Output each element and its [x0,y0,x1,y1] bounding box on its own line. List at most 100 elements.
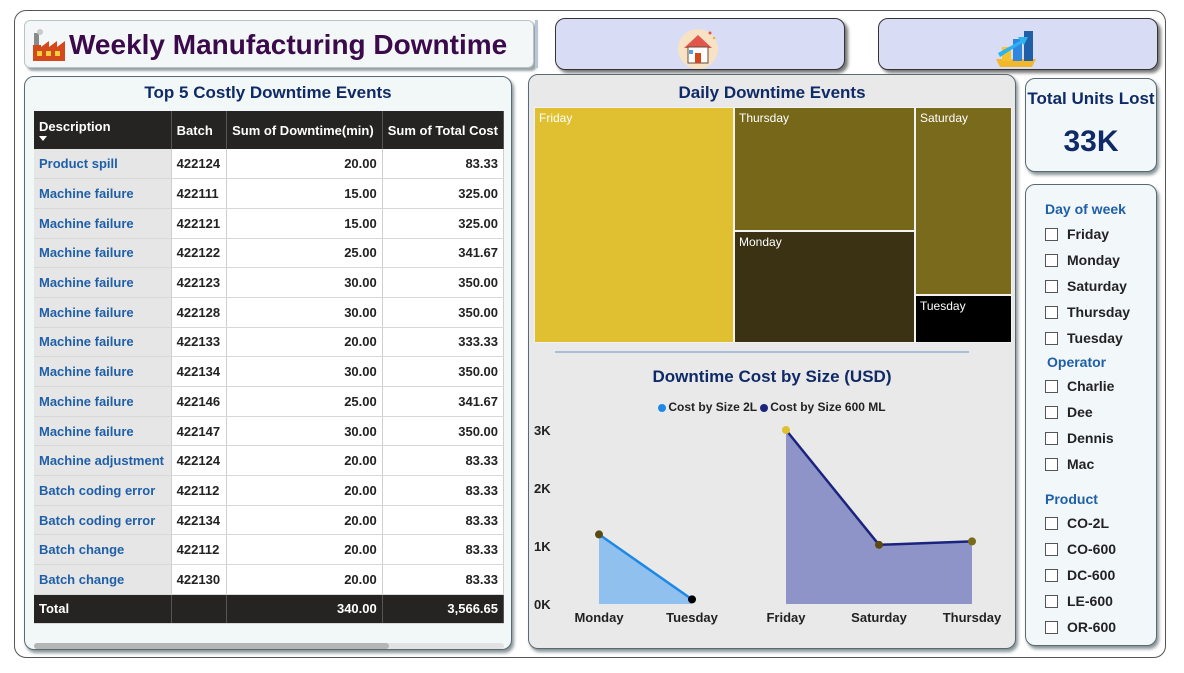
table-row[interactable]: Batch coding error 422112 20.00 83.33 [34,475,505,506]
slicer-option-tuesday[interactable]: Tuesday [1045,329,1123,347]
legend-item-2l[interactable]: Cost by Size 2L [658,400,757,414]
cell-description: Machine failure [34,386,172,417]
checkbox-icon[interactable] [1045,227,1058,241]
cell-total-cost: 350.00 [382,416,505,447]
slicer-option-charlie[interactable]: Charlie [1045,377,1114,395]
total-cost: 3,566.65 [382,594,505,624]
data-point[interactable] [782,426,790,434]
cell-downtime: 30.00 [226,297,383,328]
table-row[interactable]: Machine failure 422146 25.00 341.67 [34,386,505,417]
data-point[interactable] [968,537,976,546]
slicer-option-label: LE-600 [1067,593,1113,609]
checkbox-icon[interactable] [1045,568,1058,582]
checkbox-icon[interactable] [1045,305,1058,319]
slicer-option-thursday[interactable]: Thursday [1045,303,1130,321]
cell-batch: 422134 [171,356,228,387]
cell-total-cost: 83.33 [382,149,505,180]
slicer-option-dennis[interactable]: Dennis [1045,429,1114,447]
table-row[interactable]: Batch coding error 422134 20.00 83.33 [34,505,505,536]
checkbox-icon[interactable] [1045,379,1058,393]
data-point[interactable] [595,530,603,539]
slicer-option-or-600[interactable]: OR-600 [1045,618,1116,636]
slicer-option-le-600[interactable]: LE-600 [1045,592,1113,610]
table-row[interactable]: Batch change 422112 20.00 83.33 [34,534,505,566]
table-row[interactable]: Machine failure 422133 20.00 333.33 [34,327,505,358]
slicer-option-dee[interactable]: Dee [1045,403,1093,421]
checkbox-icon[interactable] [1045,331,1058,345]
y-tick-label: 0K [534,597,551,612]
slicer-option-co-2l[interactable]: CO-2L [1045,514,1109,532]
checkbox-icon[interactable] [1045,431,1058,445]
cell-downtime: 20.00 [226,505,383,536]
chart-legend: Cost by Size 2L Cost by Size 600 ML [529,400,1015,414]
table-row[interactable]: Machine failure 422111 15.00 325.00 [34,178,505,209]
checkbox-icon[interactable] [1045,457,1058,471]
slicer-option-dc-600[interactable]: DC-600 [1045,566,1115,584]
legend-item-600ml[interactable]: Cost by Size 600 ML [760,400,886,414]
charts-nav-button[interactable] [878,18,1158,70]
slicer-option-label: Mac [1067,456,1095,472]
treemap-tile-monday[interactable]: Monday [734,231,915,343]
kpi-label: Total Units Lost [1027,89,1155,108]
cell-batch: 422112 [171,534,228,566]
slicer-option-label: OR-600 [1067,619,1117,635]
data-point[interactable] [688,595,696,604]
slicer-option-co-600[interactable]: CO-600 [1045,540,1116,558]
treemap-tile-thursday[interactable]: Thursday [734,107,915,231]
cell-downtime: 30.00 [226,356,383,387]
table-row[interactable]: Machine failure 422123 30.00 350.00 [34,267,505,298]
series-line-0 [598,533,693,601]
total-batch [171,594,228,624]
cell-description: Machine adjustment [34,445,172,477]
cell-batch: 422128 [171,297,228,328]
slicer-title-operator: Operator [1047,354,1107,370]
table-row[interactable]: Machine failure 422122 25.00 341.67 [34,238,505,269]
slicer-option-mac[interactable]: Mac [1045,455,1094,473]
legend-dot-icon [658,403,667,412]
slicer-option-label: DC-600 [1067,567,1116,583]
cell-total-cost: 350.00 [382,267,505,298]
checkbox-icon[interactable] [1045,542,1058,556]
slicer-option-label: Thursday [1067,304,1131,320]
slicer-option-saturday[interactable]: Saturday [1045,277,1127,295]
slicer-option-friday[interactable]: Friday [1045,225,1109,243]
checkbox-icon[interactable] [1045,620,1058,634]
data-point[interactable] [875,540,883,549]
table-row[interactable]: Machine failure 422147 30.00 350.00 [34,416,505,447]
cell-batch: 422123 [171,267,228,298]
cell-downtime: 20.00 [226,534,383,566]
table-row[interactable]: Product spill 422124 20.00 83.33 [34,149,505,180]
slicer-option-label: CO-2L [1067,515,1109,531]
scrollbar-thumb[interactable] [34,643,389,649]
treemap-tile-saturday[interactable]: Saturday [915,107,1012,295]
treemap-title: Daily Downtime Events [678,83,866,102]
checkbox-icon[interactable] [1045,279,1058,293]
treemap-tile-friday[interactable]: Friday [534,107,734,343]
column-header-downtime[interactable]: Sum of Downtime(min) [226,111,383,149]
horizontal-scrollbar[interactable] [34,643,504,649]
column-header-total-cost[interactable]: Sum of Total Cost [382,111,505,149]
slicer-option-monday[interactable]: Monday [1045,251,1120,269]
cell-total-cost: 83.33 [382,505,505,536]
cell-downtime: 20.00 [226,564,383,595]
table-row[interactable]: Machine failure 422128 30.00 350.00 [34,297,505,328]
cell-total-cost: 83.33 [382,534,505,566]
checkbox-icon[interactable] [1045,405,1058,419]
checkbox-icon[interactable] [1045,253,1058,267]
home-nav-button[interactable] [555,18,845,70]
table-row[interactable]: Batch change 422130 20.00 83.33 [34,564,505,595]
cell-description: Machine failure [34,178,172,209]
column-header-description[interactable]: Description [34,111,172,149]
slicer-title-product: Product [1045,491,1098,507]
cell-description: Product spill [34,149,172,180]
column-header-batch[interactable]: Batch [171,111,228,149]
table-row[interactable]: Machine failure 422121 15.00 325.00 [34,208,505,239]
treemap-tile-tuesday[interactable]: Tuesday [915,295,1012,343]
cell-batch: 422134 [171,505,228,536]
filter-panel: Day of week Operator Product Friday Monda… [1025,184,1157,646]
checkbox-icon[interactable] [1045,516,1058,530]
table-row[interactable]: Machine adjustment 422124 20.00 83.33 [34,445,505,477]
table-total-row: Total 340.00 3,566.65 [34,594,505,624]
checkbox-icon[interactable] [1045,594,1058,608]
table-row[interactable]: Machine failure 422134 30.00 350.00 [34,356,505,387]
